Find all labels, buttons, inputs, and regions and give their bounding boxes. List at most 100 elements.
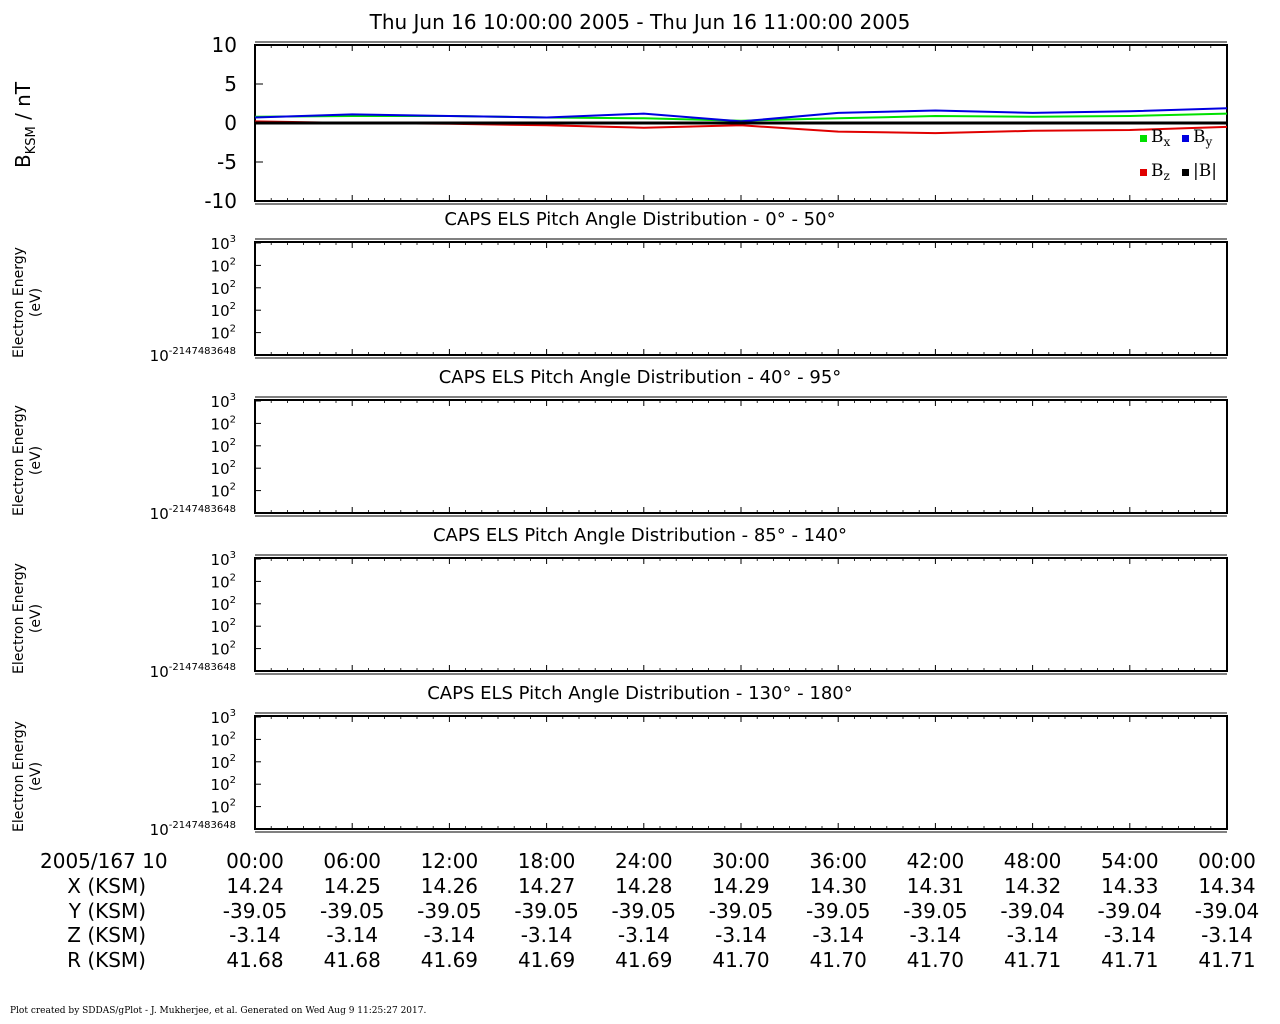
ephem-row-label: Y (KSM): [68, 899, 146, 923]
pad-y-tick-label: 10-2147483648: [150, 504, 236, 523]
ephem-cell: 14.24: [226, 874, 283, 898]
ephem-cell: 41.69: [518, 948, 575, 972]
mag-y-tick-label: 10: [212, 33, 237, 57]
legend-swatch: [1140, 135, 1147, 142]
pad-y-tick-label: 102: [211, 279, 236, 298]
ephem-cell: -3.14: [1201, 923, 1253, 947]
mag-y-axis-label: BKSM / nT: [11, 81, 39, 168]
ephem-cell: 41.69: [615, 948, 672, 972]
pad-y-tick-label: 10-2147483648: [150, 662, 236, 681]
pad-y-axis-label: Electron Energy(eV): [11, 405, 44, 516]
ephem-cell: 24:00: [615, 849, 673, 873]
pad-y-tick-label: 102: [211, 256, 236, 275]
pad-y-tick-label: 102: [211, 640, 236, 659]
ephem-cell: 14.30: [810, 874, 867, 898]
ephem-cell: -3.14: [715, 923, 767, 947]
panel-title: CAPS ELS Pitch Angle Distribution - 85° …: [433, 525, 847, 546]
pad-y-tick-label: 102: [211, 753, 236, 772]
ephem-cell: 14.31: [907, 874, 964, 898]
ephem-row-label: X (KSM): [67, 874, 146, 898]
ephem-cell: 54:00: [1101, 849, 1159, 873]
pad-y-tick-label: 102: [211, 730, 236, 749]
ephem-cell: 18:00: [518, 849, 576, 873]
ephem-cell: 00:00: [1198, 849, 1256, 873]
ephem-cell: 41.70: [907, 948, 964, 972]
ephem-cell: -39.04: [1195, 899, 1259, 923]
ephem-cell: -39.05: [806, 899, 870, 923]
ephem-cell: 30:00: [712, 849, 770, 873]
ephem-cell: 41.70: [810, 948, 867, 972]
ephem-cell: -3.14: [910, 923, 962, 947]
pad-y-axis-label: Electron Energy(eV): [11, 247, 44, 358]
ephem-cell: 14.25: [324, 874, 381, 898]
ephem-cell: 41.69: [421, 948, 478, 972]
ephem-row-label: 2005/167 10: [40, 849, 168, 873]
pad-y-tick-label: 10-2147483648: [150, 820, 236, 839]
pad-y-tick-label: 102: [211, 482, 236, 501]
pad-frame: [254, 241, 1228, 356]
ephem-cell: 41.71: [1198, 948, 1255, 972]
legend-swatch: [1182, 169, 1189, 176]
ephem-cell: 14.34: [1198, 874, 1255, 898]
ephem-cell: 06:00: [323, 849, 381, 873]
footer-credit: Plot created by SDDAS/gPlot - J. Mukherj…: [10, 1006, 427, 1016]
legend-label: Bx: [1151, 127, 1171, 149]
ephem-cell: 41.68: [324, 948, 381, 972]
pad-y-tick-label: 103: [211, 234, 236, 253]
ephem-cell: -3.14: [521, 923, 573, 947]
pad-y-tick-label: 102: [211, 572, 236, 591]
ephem-cell: 00:00: [226, 849, 284, 873]
ephem-cell: 12:00: [421, 849, 479, 873]
ephem-cell: 14.32: [1004, 874, 1061, 898]
pad-y-tick-label: 102: [211, 798, 236, 817]
legend-label: Bz: [1151, 161, 1170, 183]
ephem-cell: 41.71: [1004, 948, 1061, 972]
legend-label: |B|: [1193, 161, 1217, 181]
pad-y-axis-label: Electron Energy(eV): [11, 563, 44, 674]
ephem-cell: -39.04: [1000, 899, 1064, 923]
ephem-cell: -3.14: [1104, 923, 1156, 947]
legend-label: By: [1193, 127, 1213, 149]
pad-y-tick-label: 102: [211, 324, 236, 343]
pad-y-tick-label: 102: [211, 617, 236, 636]
ephem-cell: 41.68: [226, 948, 283, 972]
ephem-cell: -3.14: [618, 923, 670, 947]
ephem-cell: -39.05: [903, 899, 967, 923]
ephem-cell: -3.14: [1007, 923, 1059, 947]
pad-frame: [254, 399, 1228, 514]
ephem-cell: -3.14: [229, 923, 281, 947]
pad-y-tick-label: 102: [211, 301, 236, 320]
pad-y-tick-label: 102: [211, 595, 236, 614]
ephem-row-label: Z (KSM): [67, 923, 146, 947]
ephem-cell: 14.29: [712, 874, 769, 898]
magnetic-field-panel: 10 5 0 -5 -10 BKSM / nT Bx By Bz |B|: [11, 33, 1228, 213]
mag-y-tick-label: 5: [224, 72, 237, 96]
mag-y-tick-label: -10: [204, 189, 237, 213]
ephem-cell: -3.14: [424, 923, 476, 947]
ephem-cell: -39.04: [1098, 899, 1162, 923]
series-line-by: [254, 107, 1228, 123]
ephem-cell: 14.33: [1101, 874, 1158, 898]
pad-frame: [254, 715, 1228, 830]
pitch-angle-panel: CAPS ELS Pitch Angle Distribution - 130°…: [11, 683, 1228, 839]
ephem-cell: -3.14: [812, 923, 864, 947]
ephem-cell: -39.05: [417, 899, 481, 923]
legend-swatch: [1182, 135, 1189, 142]
ephem-cell: 36:00: [809, 849, 867, 873]
ephem-cell: -39.05: [320, 899, 384, 923]
pitch-angle-panel: CAPS ELS Pitch Angle Distribution - 0° -…: [11, 209, 1228, 365]
mag-y-tick-label: -5: [217, 150, 237, 174]
pad-y-tick-label: 102: [211, 775, 236, 794]
pad-y-tick-label: 102: [211, 437, 236, 456]
ephem-cell: -39.05: [223, 899, 287, 923]
pad-y-tick-label: 10-2147483648: [150, 346, 236, 365]
mag-y-axis-label-unit: / nT: [11, 81, 35, 126]
pad-y-tick-label: 102: [211, 414, 236, 433]
ephem-cell: -3.14: [326, 923, 378, 947]
ephem-cell: -39.05: [612, 899, 676, 923]
pitch-angle-panel: CAPS ELS Pitch Angle Distribution - 85° …: [11, 525, 1228, 681]
ephem-row-label: R (KSM): [67, 948, 146, 972]
ephem-cell: -39.05: [514, 899, 578, 923]
pad-y-tick-label: 102: [211, 459, 236, 478]
ephem-cell: 41.71: [1101, 948, 1158, 972]
